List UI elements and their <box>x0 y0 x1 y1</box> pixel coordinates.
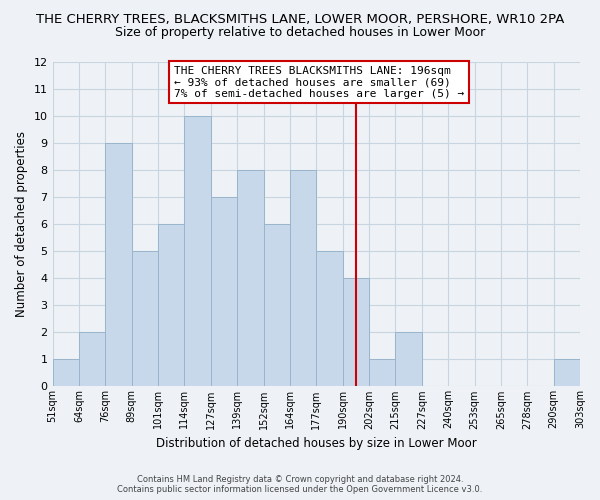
Text: Contains HM Land Registry data © Crown copyright and database right 2024.
Contai: Contains HM Land Registry data © Crown c… <box>118 474 482 494</box>
Bar <box>211 197 237 386</box>
Bar <box>369 360 395 386</box>
Bar <box>395 332 422 386</box>
Bar <box>53 360 79 386</box>
Bar <box>343 278 369 386</box>
Bar <box>263 224 290 386</box>
Bar <box>290 170 316 386</box>
Text: THE CHERRY TREES, BLACKSMITHS LANE, LOWER MOOR, PERSHORE, WR10 2PA: THE CHERRY TREES, BLACKSMITHS LANE, LOWE… <box>36 12 564 26</box>
Bar <box>158 224 184 386</box>
Bar <box>131 251 158 386</box>
Bar <box>105 142 131 386</box>
Bar <box>554 360 580 386</box>
Bar <box>316 251 343 386</box>
Bar <box>79 332 105 386</box>
Y-axis label: Number of detached properties: Number of detached properties <box>15 131 28 317</box>
Bar <box>237 170 263 386</box>
X-axis label: Distribution of detached houses by size in Lower Moor: Distribution of detached houses by size … <box>156 437 476 450</box>
Text: Size of property relative to detached houses in Lower Moor: Size of property relative to detached ho… <box>115 26 485 39</box>
Text: THE CHERRY TREES BLACKSMITHS LANE: 196sqm
← 93% of detached houses are smaller (: THE CHERRY TREES BLACKSMITHS LANE: 196sq… <box>174 66 464 99</box>
Bar <box>184 116 211 386</box>
